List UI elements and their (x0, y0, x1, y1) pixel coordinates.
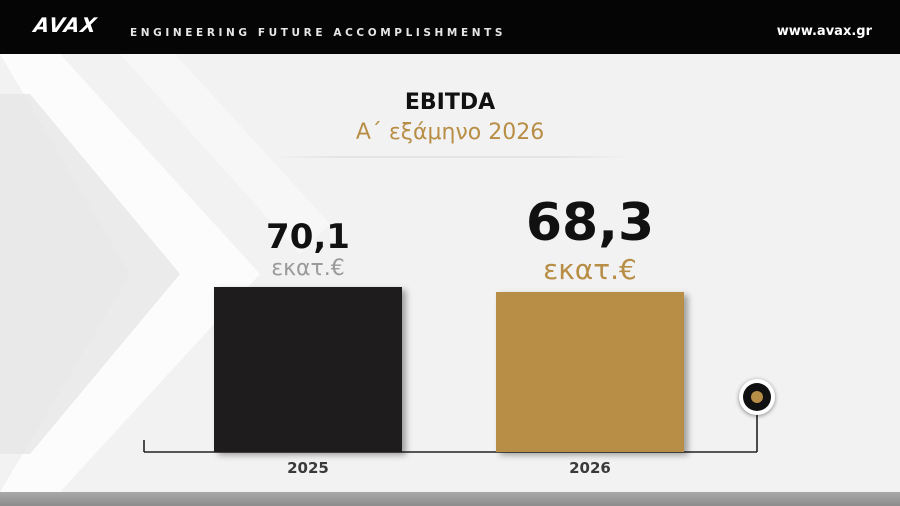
title-divider (270, 156, 630, 158)
timeline-marker-icon (739, 379, 775, 415)
bar-2025 (214, 287, 402, 452)
website-link[interactable]: www.avax.gr (776, 24, 872, 39)
avax-logo: AVAX (32, 13, 99, 37)
bar-2026 (496, 291, 684, 452)
top-bar: AVAX ENGINEERING FUTURE ACCOMPLISHMENTS … (0, 0, 900, 54)
bottom-bar (0, 492, 900, 506)
chart-title: EBITDA (404, 90, 496, 115)
category-label-2025: 2025 (287, 459, 329, 477)
value-label-2025: 70,1 (266, 216, 350, 257)
value-label-2026: 68,3 (525, 192, 655, 253)
chart-subtitle: Α΄ εξάμηνο 2026 (355, 120, 545, 145)
background-chevrons (0, 54, 330, 492)
unit-label-2025: εκατ.€ (271, 255, 345, 281)
tagline: ENGINEERING FUTURE ACCOMPLISHMENTS (130, 27, 507, 39)
unit-label-2026: εκατ.€ (543, 252, 637, 286)
category-label-2026: 2026 (569, 459, 611, 477)
